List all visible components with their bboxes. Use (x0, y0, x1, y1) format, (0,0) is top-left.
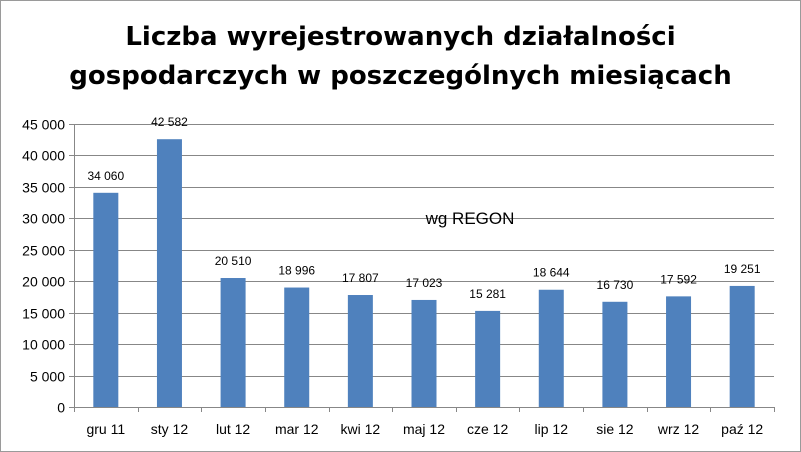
y-tick-label: 15 000 (22, 306, 65, 322)
y-tick-label: 25 000 (22, 243, 65, 259)
chart-annotation: wg REGON (425, 209, 515, 228)
bar (347, 295, 373, 407)
data-label: 42 582 (151, 115, 188, 129)
x-tick-label: kwi 12 (341, 421, 381, 437)
bar (220, 278, 246, 407)
data-label: 18 644 (533, 266, 570, 280)
x-tick-label: wrz 12 (657, 421, 699, 437)
bar (475, 310, 501, 407)
bar (602, 301, 628, 407)
x-tick-label: gru 11 (86, 421, 125, 437)
data-labels: 34 060 42 582 20 510 18 996 17 807 17 023 15 2… (87, 115, 760, 301)
y-tick-label: 30 000 (22, 211, 65, 227)
data-label: 17 592 (660, 272, 697, 286)
chart-title-line-2: gospodarczych w poszczególnych miesiącac… (69, 61, 732, 91)
y-tick-label: 35 000 (22, 180, 65, 196)
bar (93, 192, 119, 407)
data-label: 17 023 (406, 276, 443, 290)
data-label: 19 251 (724, 262, 761, 276)
y-tick-label: 0 (57, 400, 65, 416)
bar (666, 296, 692, 407)
axes: 0 5 000 10 000 15 000 20 000 25 000 30 000 35 0… (22, 117, 775, 437)
x-tick-label: paź 12 (721, 421, 763, 437)
y-tick-label: 5 000 (30, 369, 65, 385)
x-tick-label: cze 12 (467, 421, 508, 437)
x-tick-label: mar 12 (275, 421, 319, 437)
bar (284, 287, 310, 407)
x-tick-label: sie 12 (596, 421, 634, 437)
x-tick-label: sty 12 (151, 421, 189, 437)
data-label: 15 281 (469, 287, 506, 301)
bars (93, 139, 755, 407)
chart-title-line-1: Liczba wyrejestrowanych działalności (125, 22, 676, 52)
x-tick-label: maj 12 (403, 421, 445, 437)
y-tick-label: 10 000 (22, 337, 65, 353)
bar (411, 299, 437, 407)
bar (538, 289, 564, 407)
data-label: 16 730 (597, 278, 634, 292)
chart-title: Liczba wyrejestrowanych działalności gos… (0, 18, 801, 96)
data-label: 18 996 (278, 264, 315, 278)
y-tick-label: 40 000 (22, 148, 65, 164)
data-label: 17 807 (342, 271, 379, 285)
data-label: 34 060 (87, 169, 124, 183)
x-tick-label: lip 12 (535, 421, 569, 437)
x-tick-label: lut 12 (216, 421, 250, 437)
bar (156, 139, 182, 407)
y-tick-label: 45 000 (22, 117, 65, 133)
data-label: 20 510 (215, 254, 252, 268)
y-tick-label: 20 000 (22, 274, 65, 290)
bar (729, 285, 755, 407)
